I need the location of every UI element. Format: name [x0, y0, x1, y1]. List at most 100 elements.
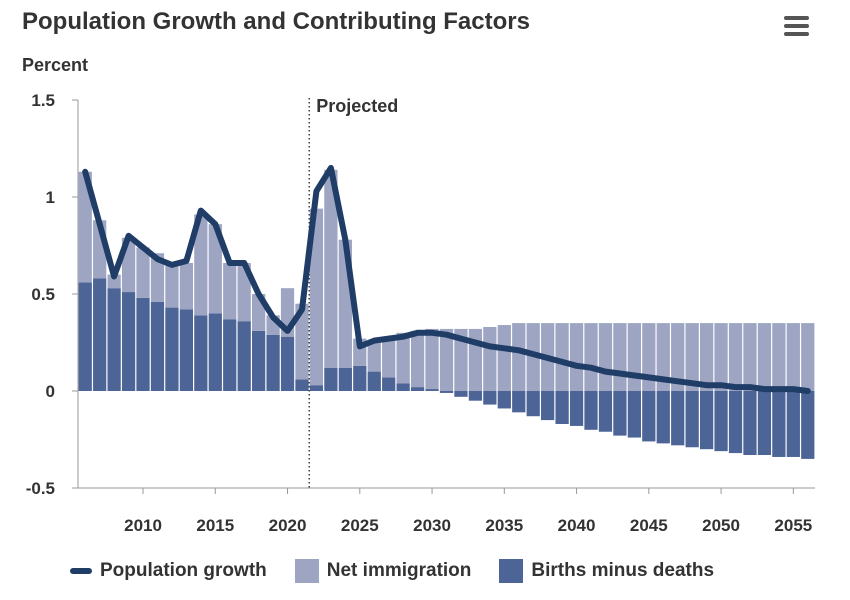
bar-net-immigration-2008: [107, 274, 121, 289]
bar-births-minus-deaths-2052: [743, 391, 757, 456]
bar-net-immigration-2023: [324, 169, 338, 368]
bar-net-immigration-2015: [208, 224, 222, 314]
bar-births-minus-deaths-2044: [627, 391, 641, 438]
bar-net-immigration-2014: [194, 214, 208, 316]
bar-net-immigration-2016: [223, 262, 237, 320]
x-tick-label: 2050: [702, 516, 740, 535]
bar-net-immigration-2050: [714, 323, 728, 391]
bar-births-minus-deaths-2046: [656, 391, 670, 444]
bar-net-immigration-2054: [772, 323, 786, 391]
x-tick-label: 2055: [774, 516, 812, 535]
bar-net-immigration-2036: [512, 323, 526, 391]
bar-births-minus-deaths-2016: [223, 319, 237, 391]
chart-title: Population Growth and Contributing Facto…: [22, 8, 530, 35]
bar-net-immigration-2012: [165, 262, 179, 308]
bar-net-immigration-2026: [367, 340, 381, 372]
bar-births-minus-deaths-2056: [801, 391, 815, 459]
legend-label-population-growth: Population growth: [100, 560, 267, 581]
bar-births-minus-deaths-2009: [121, 292, 136, 391]
bar-births-minus-deaths-2007: [93, 278, 107, 391]
bar-births-minus-deaths-2027: [382, 377, 396, 391]
line-population-growth: [82, 164, 811, 394]
bar-births-minus-deaths-2048: [685, 391, 699, 448]
x-tick-label: 2030: [413, 516, 451, 535]
bar-births-minus-deaths-2047: [671, 391, 685, 446]
bar-births-minus-deaths-2040: [569, 391, 584, 426]
bar-births-minus-deaths-2012: [165, 307, 179, 391]
bar-net-immigration-2006: [78, 171, 92, 283]
x-tick-label: 2010: [124, 516, 162, 535]
bar-births-minus-deaths-2008: [107, 288, 121, 391]
bar-births-minus-deaths-2039: [555, 391, 569, 424]
legend-item-births-minus-deaths[interactable]: Births minus deaths: [499, 559, 714, 583]
bar-net-immigration-2031: [439, 328, 454, 391]
bar-births-minus-deaths-2011: [150, 301, 165, 391]
bar-births-minus-deaths-2021: [295, 379, 309, 391]
bar-births-minus-deaths-2036: [512, 391, 526, 413]
bar-births-minus-deaths-2053: [757, 391, 772, 456]
bar-births-minus-deaths-2010: [136, 297, 150, 391]
bar-births-minus-deaths-2032: [454, 391, 468, 397]
bar-net-immigration-2046: [656, 323, 670, 391]
legend-label-net-immigration: Net immigration: [326, 560, 472, 581]
line-layer: [82, 164, 811, 394]
bar-births-minus-deaths-2037: [526, 391, 540, 417]
bar-births-minus-deaths-2054: [772, 391, 786, 457]
y-tick-label: 1: [46, 188, 55, 207]
bar-net-immigration-2041: [584, 323, 598, 391]
y-tick-label: 0.5: [31, 285, 55, 304]
bar-net-immigration-2030: [425, 328, 439, 390]
bar-net-immigration-2042: [598, 323, 613, 391]
bar-net-immigration-2044: [627, 323, 641, 391]
bar-net-immigration-2022: [309, 208, 324, 386]
bar-births-minus-deaths-2006: [78, 282, 92, 391]
bar-net-immigration-2034: [483, 326, 497, 391]
projected-marker: Projected: [308, 96, 398, 488]
bar-births-minus-deaths-2034: [483, 391, 497, 405]
bar-births-minus-deaths-2028: [396, 383, 410, 391]
legend-swatch-births-minus-deaths: [499, 559, 524, 583]
bar-layer: [78, 169, 815, 459]
x-tick-label: 2040: [558, 516, 596, 535]
bar-net-immigration-2051: [728, 323, 743, 391]
bar-births-minus-deaths-2043: [613, 391, 627, 436]
bar-net-immigration-2035: [497, 325, 511, 391]
y-tick-label: -0.5: [26, 479, 55, 498]
x-tick-label: 2025: [341, 516, 379, 535]
bar-net-immigration-2043: [613, 323, 627, 391]
bar-births-minus-deaths-2023: [324, 367, 338, 391]
legend-swatch-population-growth: [70, 568, 92, 574]
x-tick-label: 2045: [630, 516, 668, 535]
bar-births-minus-deaths-2041: [584, 391, 598, 430]
legend-item-population-growth[interactable]: Population growth: [70, 560, 267, 582]
bar-births-minus-deaths-2029: [410, 387, 425, 391]
bar-net-immigration-2021: [295, 303, 309, 380]
bar-births-minus-deaths-2017: [237, 321, 251, 391]
bar-births-minus-deaths-2015: [208, 313, 222, 391]
menu-icon[interactable]: [779, 13, 813, 39]
bar-births-minus-deaths-2024: [338, 367, 352, 391]
bar-net-immigration-2013: [179, 262, 194, 310]
legend-item-net-immigration[interactable]: Net immigration: [294, 559, 472, 583]
bar-net-immigration-2048: [685, 323, 699, 391]
bar-net-immigration-2056: [801, 323, 815, 391]
bar-births-minus-deaths-2030: [425, 389, 439, 391]
x-tick-label: 2015: [196, 516, 234, 535]
bar-births-minus-deaths-2022: [309, 385, 324, 391]
bar-net-immigration-2027: [382, 336, 396, 378]
bar-births-minus-deaths-2018: [252, 330, 266, 391]
bar-births-minus-deaths-2031: [439, 391, 454, 393]
legend: Population growth Net immigration Births…: [70, 558, 742, 584]
legend-swatch-net-immigration: [294, 559, 319, 583]
bar-births-minus-deaths-2025: [353, 365, 367, 391]
y-tick-label: 0: [46, 382, 55, 401]
bar-births-minus-deaths-2045: [642, 391, 656, 442]
bar-net-immigration-2049: [699, 323, 714, 391]
bar-births-minus-deaths-2014: [194, 315, 208, 391]
bar-births-minus-deaths-2049: [699, 391, 714, 450]
bar-births-minus-deaths-2033: [468, 391, 483, 401]
bar-net-immigration-2053: [757, 323, 772, 391]
bar-births-minus-deaths-2026: [367, 371, 381, 391]
bar-net-immigration-2028: [396, 332, 410, 384]
